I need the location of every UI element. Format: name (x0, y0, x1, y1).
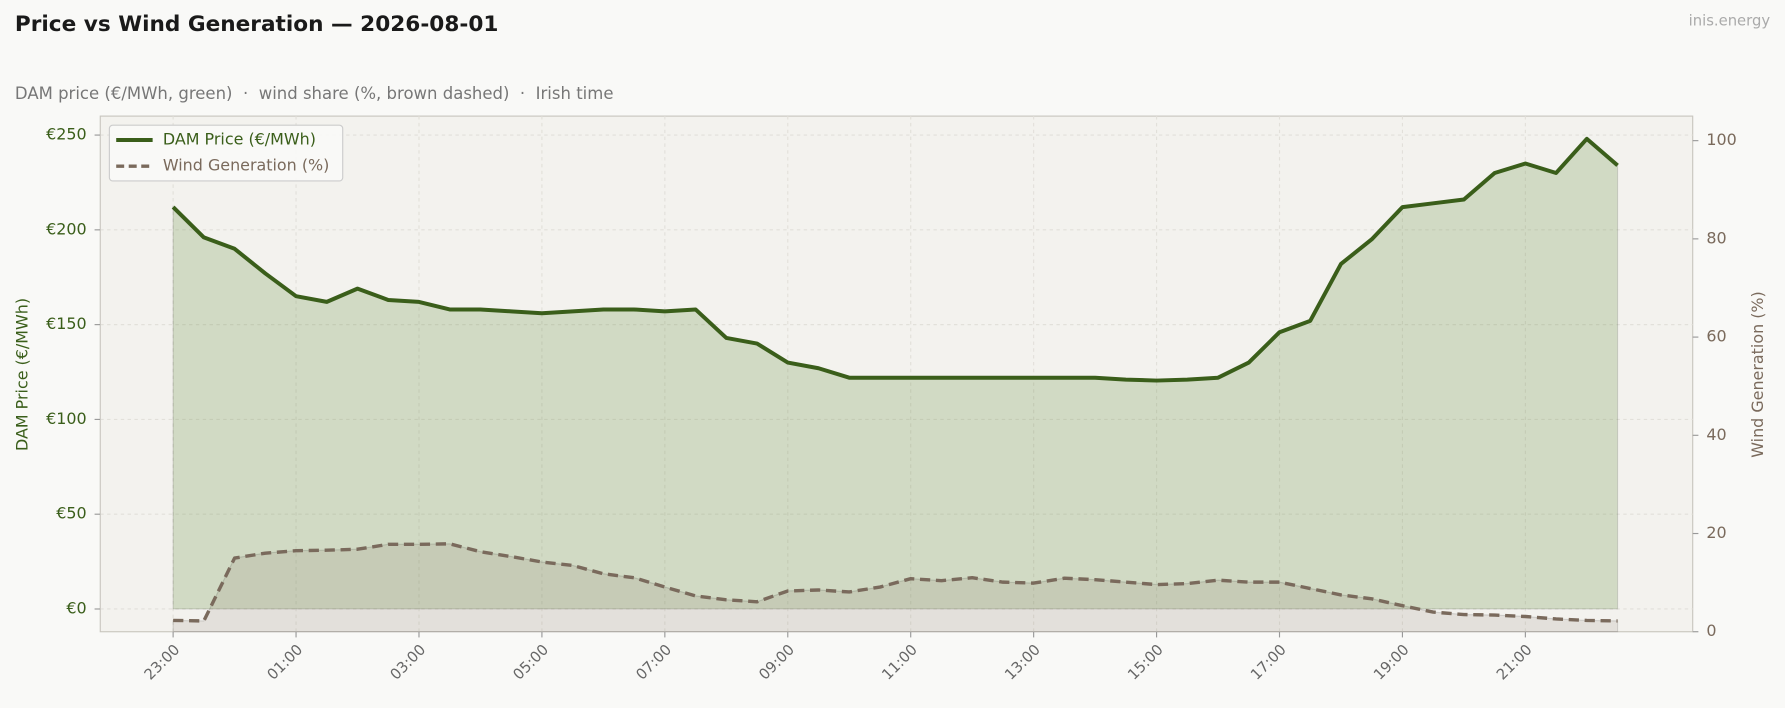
y-tick-label: €0 (66, 598, 86, 617)
watermark: inis.energy (1689, 13, 1771, 30)
y2-tick-label: 60 (1706, 327, 1726, 346)
y2-tick-label: 20 (1706, 523, 1726, 542)
legend-label: Wind Generation (%) (163, 156, 330, 175)
y2-tick-label: 100 (1706, 130, 1736, 149)
y-tick-label: €50 (56, 504, 86, 523)
y-axis-label: DAM Price (€/MWh) (12, 298, 31, 451)
y-tick-label: €150 (46, 314, 87, 333)
y2-tick-label: 80 (1706, 228, 1726, 247)
series-line (173, 542, 1618, 623)
chart-subtitle: DAM price (€/MWh, green) · wind share (%… (15, 84, 614, 103)
series-line (171, 136, 1619, 383)
y-tick-label: €200 (46, 219, 87, 238)
y2-axis-label: Wind Generation (%) (1748, 291, 1767, 458)
y-tick-label: €250 (46, 125, 87, 144)
legend-label: DAM Price (€/MWh) (163, 130, 316, 149)
y2-tick-label: 0 (1706, 621, 1716, 640)
legend: DAM Price (€/MWh) Wind Generation (%) (108, 124, 344, 182)
grid (100, 116, 1693, 632)
chart-title: Price vs Wind Generation — 2026-08-01 (15, 12, 498, 37)
y2-tick-label: 40 (1706, 425, 1726, 444)
y-tick-label: €100 (46, 409, 87, 428)
legend-box (108, 124, 344, 182)
marks (171, 136, 1619, 633)
